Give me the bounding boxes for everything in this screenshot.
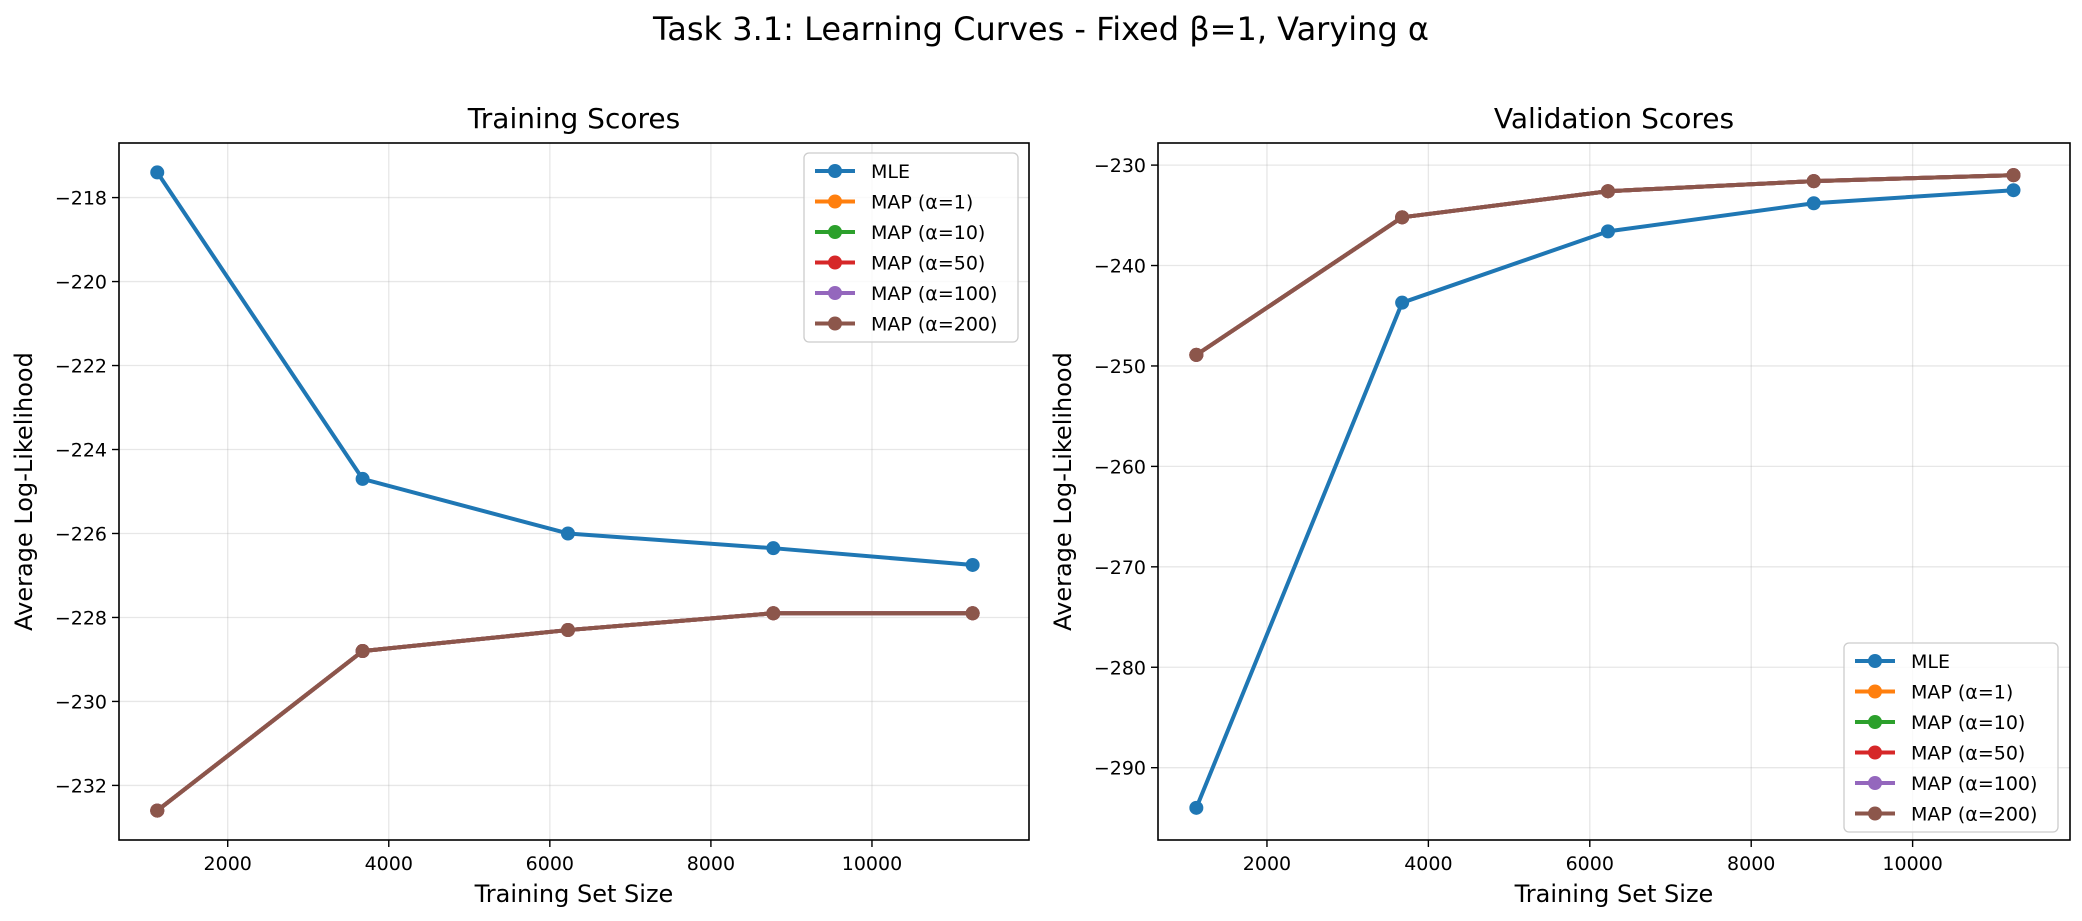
x-tick-label: 4000	[1404, 853, 1452, 875]
panel-title: Training Scores	[467, 102, 680, 135]
legend-label: MAP (α=1)	[1911, 682, 2013, 704]
x-tick-label: 6000	[1566, 853, 1614, 875]
y-tick-label: −240	[1094, 256, 1146, 278]
data-point	[1395, 210, 1410, 225]
panel-title: Validation Scores	[1494, 102, 1734, 135]
data-point	[1189, 800, 1204, 815]
y-tick-label: −220	[55, 272, 107, 294]
legend-label: MAP (α=10)	[871, 222, 985, 244]
y-tick-label: −218	[55, 188, 107, 210]
y-tick-label: −290	[1094, 758, 1146, 780]
legend-label: MAP (α=1)	[871, 192, 973, 214]
x-tick-label: 2000	[204, 853, 252, 875]
y-tick-label: −250	[1094, 356, 1146, 378]
data-point	[965, 606, 980, 621]
y-tick-label: −228	[55, 607, 107, 629]
x-axis-label: Training Set Size	[474, 880, 674, 908]
series-line-6	[154, 611, 975, 814]
data-point	[965, 557, 980, 572]
series-line-2	[154, 611, 975, 814]
y-tick-label: −226	[55, 523, 107, 545]
legend-label: MAP (α=200)	[871, 314, 997, 336]
y-axis-label: Average Log-Likelihood	[10, 352, 38, 631]
data-point	[560, 526, 575, 541]
x-tick-label: 8000	[687, 853, 735, 875]
series-line-4	[154, 611, 975, 814]
data-point	[150, 165, 165, 180]
legend-marker	[1868, 806, 1882, 821]
x-tick-label: 2000	[1243, 853, 1291, 875]
legend-label: MAP (α=10)	[1911, 712, 2025, 734]
data-point	[560, 623, 575, 638]
figure-title: Task 3.1: Learning Curves - Fixed β=1, V…	[652, 10, 1429, 48]
x-tick-label: 10000	[1882, 853, 1942, 875]
legend-marker	[1868, 654, 1882, 668]
legend-marker	[1868, 776, 1882, 790]
legend-marker	[1868, 684, 1882, 699]
x-tick-label: 4000	[365, 853, 413, 875]
legend-marker	[828, 255, 842, 270]
series-line-3	[154, 611, 975, 814]
legend-marker	[1868, 745, 1882, 760]
legend-label: MAP (α=100)	[1911, 773, 2037, 795]
legend-label: MAP (α=200)	[1911, 804, 2037, 826]
data-point	[1600, 224, 1615, 239]
x-axis-label: Training Set Size	[1514, 880, 1714, 908]
data-point	[2006, 183, 2021, 198]
legend-label: MLE	[871, 161, 910, 183]
chart-panel-2: 2000 4000 6000 8000 10000 −290 −280 −270 −260 −25…	[1049, 102, 2071, 908]
y-tick-label: −230	[55, 691, 107, 713]
axes-frame	[1157, 142, 2071, 841]
y-axis-label: Average Log-Likelihood	[1049, 352, 1077, 631]
data-point	[1600, 184, 1615, 199]
legend-label: MAP (α=50)	[1911, 743, 2025, 765]
legend-label: MLE	[1911, 651, 1950, 673]
charts: 2000 4000 6000 8000 10000 −232 −230 −228 −226 −22…	[10, 102, 2071, 908]
data-point	[355, 644, 370, 659]
legend: MLE MAP (α=1) MAP (α=10) MAP (α=50) MAP (α=1…	[1843, 642, 2059, 833]
y-tick-label: −232	[55, 775, 107, 797]
legend-marker	[828, 316, 842, 331]
legend-marker	[828, 164, 842, 178]
x-tick-label: 6000	[526, 853, 574, 875]
x-tick-label: 10000	[842, 853, 902, 875]
legend-marker	[828, 225, 842, 239]
y-tick-label: −260	[1094, 456, 1146, 478]
data-point	[1806, 196, 1821, 211]
axes-frame	[118, 142, 1030, 841]
legend-marker	[1868, 715, 1882, 729]
data-point	[1395, 295, 1410, 310]
x-tick-label: 8000	[1727, 853, 1775, 875]
y-tick-label: −270	[1094, 557, 1146, 579]
chart-panel-1: 2000 4000 6000 8000 10000 −232 −230 −228 −226 −22…	[10, 102, 1030, 908]
legend-marker	[828, 194, 842, 209]
data-point	[1806, 174, 1821, 189]
legend-box	[1843, 642, 2059, 833]
legend-label: MAP (α=100)	[871, 283, 997, 305]
legend-label: MAP (α=50)	[871, 253, 985, 275]
y-tick-label: −224	[55, 440, 107, 462]
y-tick-label: −230	[1094, 155, 1146, 177]
data-point	[355, 471, 370, 486]
data-point	[766, 606, 781, 621]
legend: MLE MAP (α=1) MAP (α=10) MAP (α=50) MAP (α=1…	[803, 152, 1019, 343]
data-point	[2006, 168, 2021, 183]
y-tick-label: −280	[1094, 657, 1146, 679]
y-tick-label: −222	[55, 356, 107, 378]
data-point	[150, 803, 165, 818]
legend-marker	[828, 286, 842, 300]
legend-box	[803, 152, 1019, 343]
series-line-5	[154, 611, 975, 814]
data-point	[1189, 347, 1204, 362]
data-point	[766, 541, 781, 556]
